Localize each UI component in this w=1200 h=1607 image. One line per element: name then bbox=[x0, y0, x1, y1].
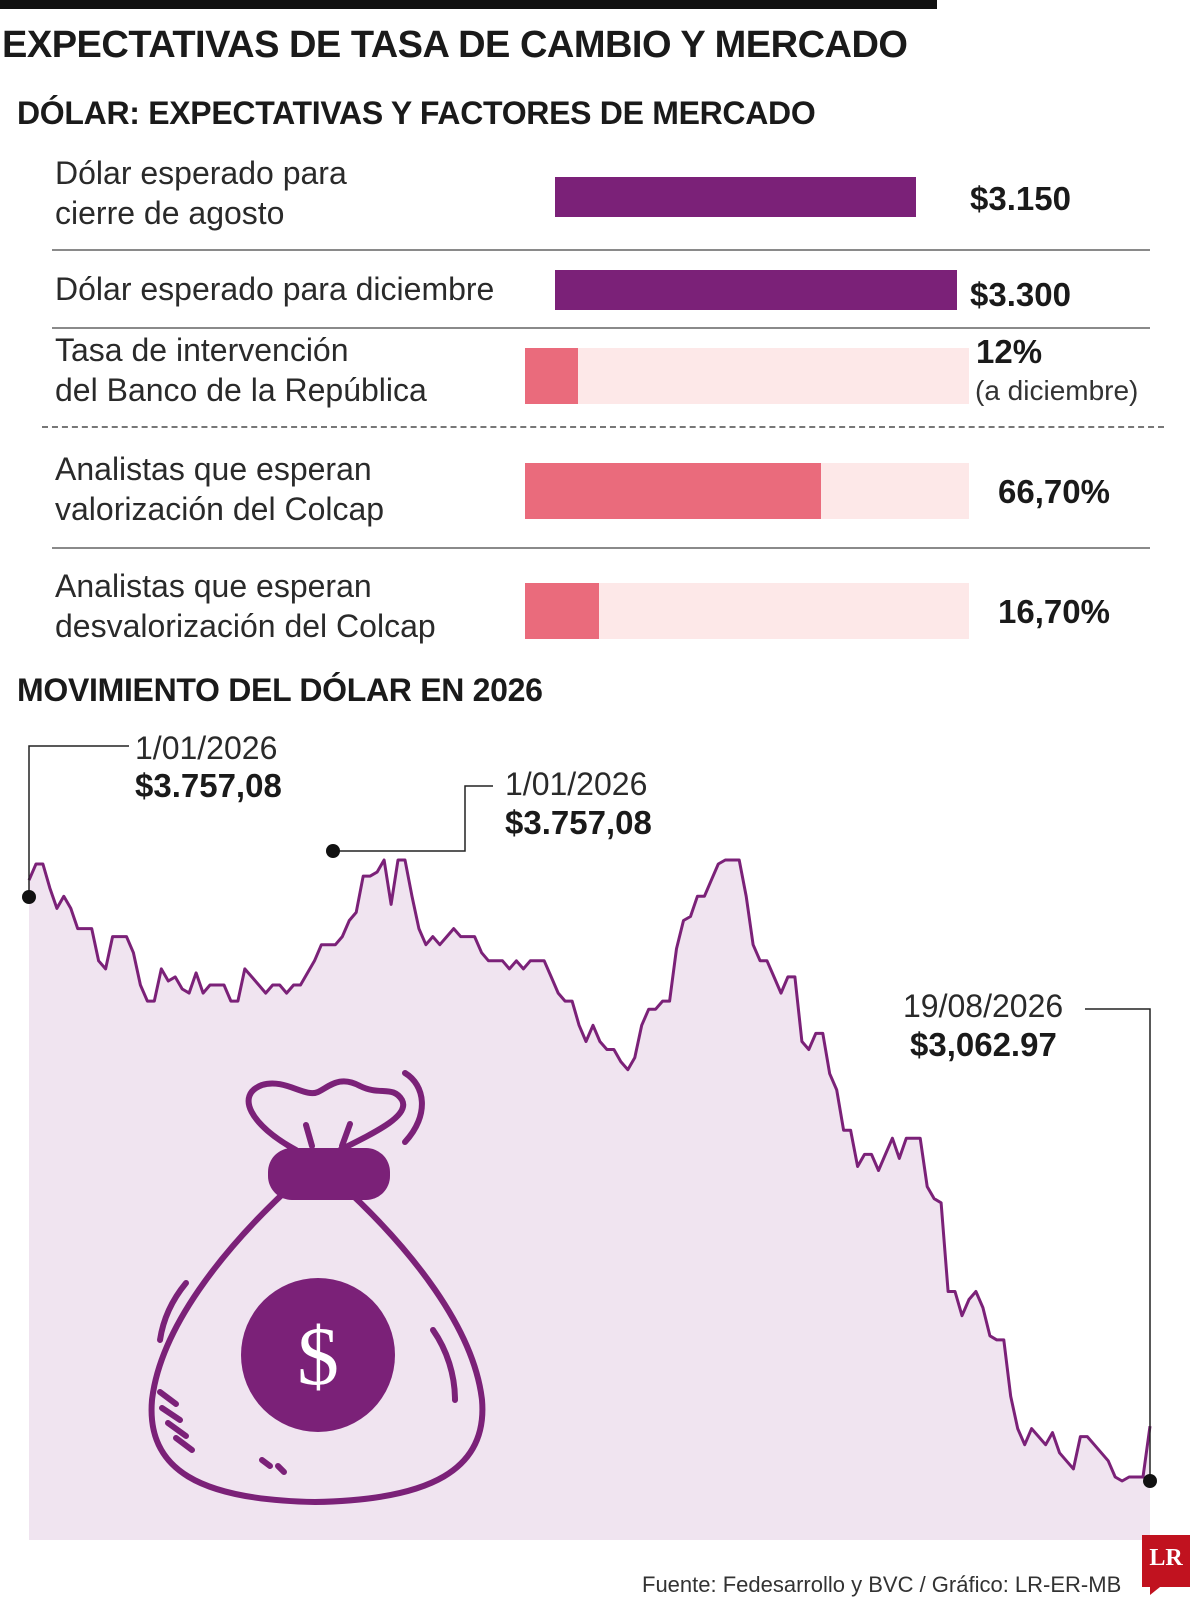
section-title-chart: MOVIMIENTO DEL DÓLAR EN 2026 bbox=[17, 672, 543, 708]
divider bbox=[52, 327, 1150, 329]
top-rule bbox=[0, 0, 937, 9]
bar-track-desvalorizacion bbox=[525, 583, 969, 639]
bar-agosto bbox=[555, 177, 916, 217]
money-bag-icon: $ bbox=[148, 1070, 486, 1506]
bar-track-valorizacion bbox=[525, 463, 969, 519]
leader-line bbox=[28, 745, 129, 897]
annotation-date-start: 1/01/2026 bbox=[135, 730, 278, 766]
value-valorizacion: 66,70% bbox=[998, 473, 1110, 510]
point-marker bbox=[22, 890, 36, 904]
coin-circle bbox=[241, 1278, 395, 1432]
source-note: Fuente: Fedesarrollo y BVC / Gráfico: LR… bbox=[642, 1572, 1122, 1597]
divider bbox=[52, 547, 1150, 549]
divider bbox=[52, 249, 1150, 251]
leader-line bbox=[333, 785, 493, 852]
row-label-diciembre: Dólar esperado para diciembre bbox=[55, 271, 495, 307]
chart-line bbox=[27, 858, 1152, 1483]
row-label-agosto: Dólar esperado para cierre de agosto bbox=[55, 155, 347, 231]
row-label-desvalorizacion: Analistas que esperan desvalorización de… bbox=[55, 568, 436, 644]
point-marker bbox=[326, 844, 340, 858]
value-desvalorizacion: 16,70% bbox=[998, 593, 1110, 630]
lr-logo: LR bbox=[1142, 1535, 1190, 1595]
dashed-divider bbox=[42, 426, 1164, 428]
note-tasa: (a diciembre) bbox=[975, 375, 1139, 406]
value-agosto: $3.150 bbox=[970, 180, 1071, 217]
bar-fill-tasa bbox=[525, 348, 578, 404]
bar-track-tasa bbox=[525, 348, 969, 404]
dollar-icon: $ bbox=[297, 1310, 339, 1403]
point-marker bbox=[1143, 1474, 1157, 1488]
annotation-date-peak: 1/01/2026 bbox=[505, 766, 648, 802]
annotation-value-start: $3.757,08 bbox=[135, 767, 282, 804]
chart-area bbox=[29, 860, 1150, 1540]
page-title: EXPECTATIVAS DE TASA DE CAMBIO Y MERCADO bbox=[2, 24, 908, 66]
annotation-value-end: $3,062.97 bbox=[910, 1026, 1057, 1063]
bar-fill-valorizacion bbox=[525, 463, 821, 519]
value-tasa: 12% bbox=[976, 333, 1043, 370]
leader-line bbox=[1085, 1008, 1151, 1481]
bar-diciembre bbox=[555, 270, 957, 310]
section-title-expectations: DÓLAR: EXPECTATIVAS Y FACTORES DE MERCAD… bbox=[17, 95, 816, 131]
annotation-date-end: 19/08/2026 bbox=[903, 988, 1064, 1024]
value-diciembre: $3.300 bbox=[970, 276, 1071, 313]
annotation-value-peak: $3.757,08 bbox=[505, 804, 652, 841]
row-label-valorizacion: Analistas que esperan valorización del C… bbox=[55, 451, 385, 527]
bar-fill-desvalorizacion bbox=[525, 583, 599, 639]
row-label-tasa: Tasa de intervención del Banco de la Rep… bbox=[55, 332, 427, 408]
